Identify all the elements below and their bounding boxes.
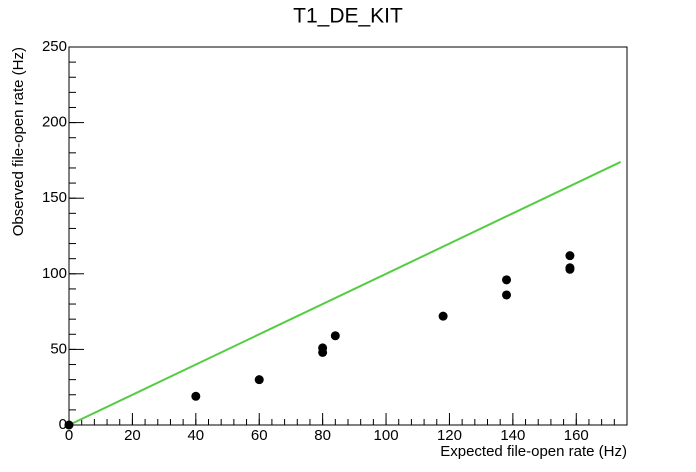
x-tick-label: 20 xyxy=(124,427,141,444)
data-point xyxy=(318,347,328,357)
x-tick-label: 120 xyxy=(437,427,462,444)
y-tick-label: 250 xyxy=(42,38,67,55)
data-point xyxy=(438,311,448,321)
y-axis-label: Observed file-open rate (Hz) xyxy=(10,47,27,236)
y-tick-label: 50 xyxy=(50,340,67,357)
x-tick-label: 80 xyxy=(314,427,331,444)
x-tick-label: 60 xyxy=(251,427,268,444)
y-tick-label: 0 xyxy=(59,416,67,433)
x-tick-label: 40 xyxy=(187,427,204,444)
x-tick-label: 140 xyxy=(500,427,525,444)
x-tick-label: 100 xyxy=(374,427,399,444)
data-point xyxy=(191,391,201,401)
data-point xyxy=(254,375,264,385)
y-tick-label: 100 xyxy=(42,265,67,282)
data-point xyxy=(565,251,575,261)
data-point xyxy=(565,264,575,274)
x-tick-label: 160 xyxy=(564,427,589,444)
reference-line xyxy=(68,161,622,426)
x-tick-label: 0 xyxy=(65,427,73,444)
data-point xyxy=(502,275,512,285)
data-point xyxy=(502,290,512,300)
x-axis-label: Expected file-open rate (Hz) xyxy=(440,443,627,460)
y-tick-label: 200 xyxy=(42,114,67,131)
data-point xyxy=(330,331,340,341)
data-point xyxy=(64,420,74,430)
chart-title: T1_DE_KIT xyxy=(293,5,403,28)
y-tick-label: 150 xyxy=(42,189,67,206)
